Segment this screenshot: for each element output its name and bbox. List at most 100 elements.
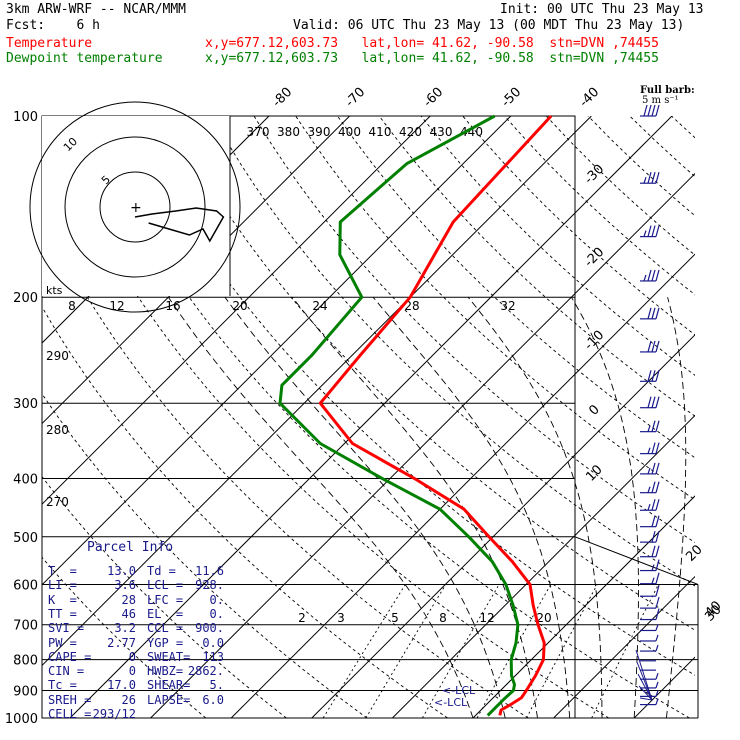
wind-barb-flag (655, 307, 660, 319)
parcel-cell: 3.2 (114, 621, 136, 636)
wind-barb (640, 499, 660, 511)
parcel-cell: 113 (202, 649, 224, 664)
hodograph-units: kts (46, 284, 63, 297)
wind-barb (640, 396, 660, 409)
wind-barb (640, 172, 660, 184)
parcel-cell: LFC = (147, 592, 184, 607)
wind-barb-flag (651, 499, 656, 511)
barb-legend-units: 5 m s⁻¹ (642, 95, 679, 106)
dry-adiabat-line (713, 116, 740, 718)
theta-label: 270 (46, 495, 69, 509)
wind-barb (640, 585, 660, 597)
parcel-cell: 5. (209, 678, 224, 693)
wind-barb-flag (655, 624, 659, 631)
wind-barb-flag (647, 467, 651, 475)
mixing-ratio-label: 8 (439, 611, 447, 625)
parcel-cell: LAPSE= (147, 692, 191, 707)
moist-adiabat-line (291, 296, 538, 718)
parcel-cell: CCL = (147, 621, 184, 636)
wind-barb-flag (655, 172, 660, 184)
model-title: 3km ARW-WRF -- NCAR/MMM (6, 2, 187, 17)
wind-barb-flag (655, 530, 660, 543)
wind-barb-flag (651, 481, 656, 493)
wind-barb-flag (651, 225, 656, 237)
mixing-ratio-line (591, 584, 659, 718)
wind-barb-flag (651, 530, 656, 543)
wind-barb-flag (655, 608, 660, 620)
wind-barb (640, 269, 660, 282)
theta-label: 400 (338, 125, 361, 139)
wind-barb-flag (651, 420, 656, 432)
wind-barb-flag (647, 104, 652, 117)
parcel-cell: 17.0 (107, 678, 136, 693)
wind-barb (640, 596, 660, 609)
wind-barb-flag (651, 564, 655, 571)
wind-barb-flag (651, 340, 656, 353)
parcel-cell: EL = (147, 606, 184, 621)
wind-barb-flag (647, 447, 651, 454)
parcel-cell: 928. (195, 578, 224, 593)
wind-barb-flag (655, 104, 660, 117)
mixing-ratio-label: 20 (536, 611, 551, 625)
wind-barb-flag (655, 596, 660, 609)
dry-adiabat-line (42, 392, 368, 718)
pressure-label: 400 (13, 472, 38, 487)
parcel-info-title: Parcel Info (87, 540, 174, 555)
wind-barb (640, 624, 659, 632)
isotherm-line (633, 656, 695, 718)
theta-label: 290 (46, 349, 69, 363)
parcel-cell: 0. (209, 592, 224, 607)
moist-adiabat-line (372, 296, 571, 718)
isotherm-line (69, 116, 673, 718)
dry-adiabat-line (337, 116, 695, 459)
wind-barb-flag (643, 177, 647, 184)
temperature-label: -20 (582, 245, 608, 271)
wind-barb-flag (655, 370, 660, 382)
wind-barb-flag (655, 462, 660, 475)
parcel-cell: CIN = (48, 664, 85, 679)
wind-barb-shaft (636, 661, 653, 701)
hodograph-speed-label: 32 (500, 299, 515, 313)
mixing-ratio-label: 2 (298, 611, 306, 625)
parcel-cell: 28 (121, 592, 136, 607)
wind-barb-flag (643, 104, 648, 117)
theta-label: 390 (308, 125, 331, 139)
dry-adiabat-line (253, 116, 695, 544)
lcl-label: <-LCL (434, 696, 468, 709)
wind-barb (640, 340, 660, 353)
parcel-cell: 0 (128, 649, 136, 664)
wind-barb-flag (643, 230, 647, 237)
wind-barb-flag (651, 104, 656, 117)
theta-label: 430 (430, 125, 453, 139)
temperature-label: -70 (343, 85, 369, 111)
wind-barb (640, 559, 660, 572)
wind-barb-flag (655, 585, 660, 597)
wind-barb-flag (655, 225, 660, 237)
boundary-line (574, 536, 699, 585)
parcel-cell: LI = (48, 578, 77, 593)
theta-label: 440 (460, 125, 483, 139)
dry-adiabat-line (42, 556, 207, 718)
dry-adiabat-line (44, 116, 610, 718)
wind-barb (640, 608, 660, 621)
mixing-ratio-label: 3 (337, 611, 345, 625)
dry-adiabat-line (295, 116, 695, 501)
pressure-label: 100 (13, 110, 38, 125)
dry-adiabat-line (587, 116, 695, 217)
parcel-cell: 293/12 (92, 707, 136, 721)
dry-adiabat-line (42, 305, 448, 718)
wind-barb-flag (647, 172, 652, 184)
temperature-location: x,y=677.12,603.73 lat,lon= 41.62, -90.58… (205, 36, 659, 51)
wind-barb (640, 442, 660, 455)
wind-barb-flag (647, 425, 651, 432)
init-time: Init: 00 UTC Thu 23 May 13 (500, 2, 704, 17)
wind-barb-flag (651, 515, 656, 527)
wind-barb (640, 545, 660, 558)
dewpoint-location: x,y=677.12,603.73 lat,lon= 41.62, -90.58… (205, 51, 659, 66)
isotherm-line (42, 116, 592, 667)
isotherm-line (311, 334, 695, 718)
temperature-label: -30 (582, 162, 608, 188)
wind-barb-flag (655, 634, 659, 642)
wind-barb (640, 420, 660, 433)
wind-barb-flag (647, 370, 652, 382)
